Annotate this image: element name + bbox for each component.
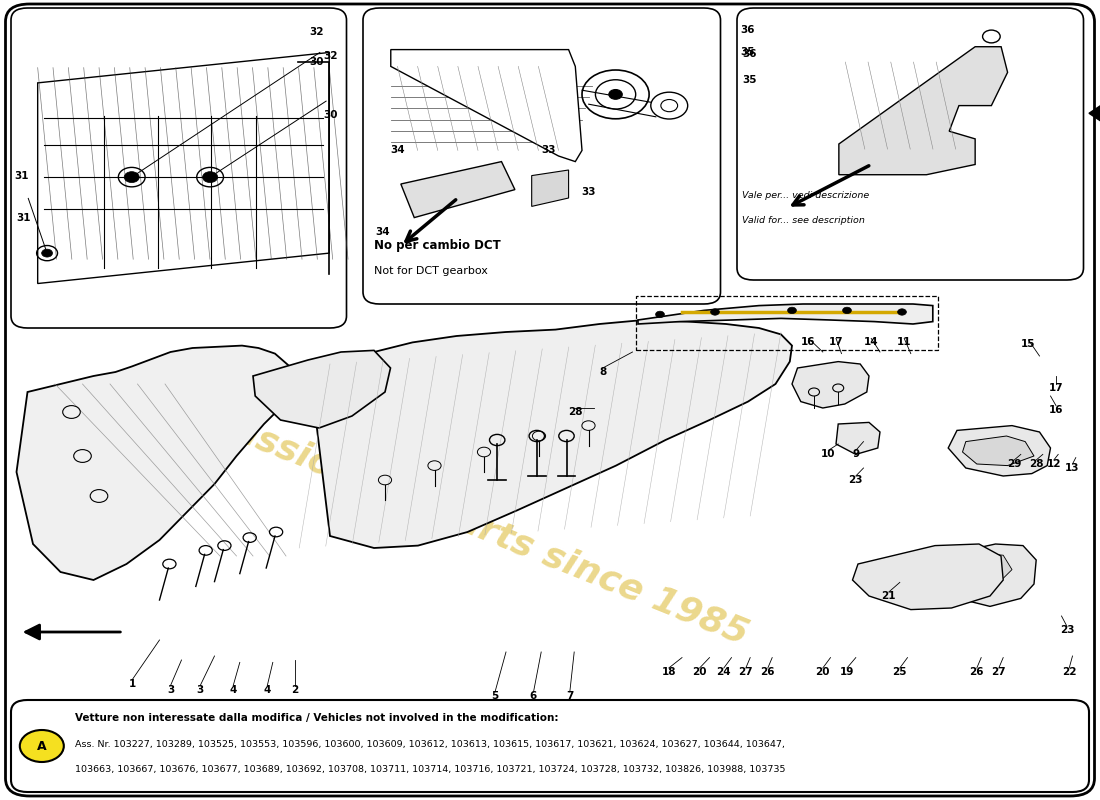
- Polygon shape: [948, 426, 1050, 476]
- Bar: [636, 296, 938, 350]
- Text: 34: 34: [375, 227, 390, 237]
- Polygon shape: [839, 46, 1008, 174]
- Text: a passion for parts since 1985: a passion for parts since 1985: [170, 389, 754, 651]
- Text: 3: 3: [197, 685, 204, 694]
- Polygon shape: [940, 554, 1012, 596]
- Text: 6: 6: [530, 691, 537, 701]
- Text: 34: 34: [390, 146, 406, 155]
- Text: 36: 36: [740, 26, 756, 35]
- Text: 18: 18: [661, 667, 676, 677]
- Text: Vale per... vedi descrizione: Vale per... vedi descrizione: [742, 190, 870, 200]
- Text: 36: 36: [742, 50, 757, 59]
- Polygon shape: [400, 162, 515, 218]
- Text: 32: 32: [323, 51, 338, 62]
- Text: 21: 21: [881, 591, 896, 601]
- Text: 33: 33: [541, 146, 557, 155]
- Polygon shape: [531, 170, 569, 206]
- Polygon shape: [390, 50, 582, 162]
- Text: 16: 16: [801, 338, 816, 347]
- Text: 4: 4: [264, 685, 271, 694]
- Text: 32: 32: [309, 27, 324, 37]
- FancyBboxPatch shape: [363, 8, 720, 304]
- Text: 11: 11: [896, 338, 912, 347]
- Polygon shape: [638, 304, 933, 324]
- Text: 35: 35: [740, 47, 756, 57]
- Polygon shape: [37, 53, 329, 283]
- Text: 27: 27: [738, 667, 754, 677]
- Polygon shape: [792, 362, 869, 408]
- Text: Ass. Nr. 103227, 103289, 103525, 103553, 103596, 103600, 103609, 103612, 103613,: Ass. Nr. 103227, 103289, 103525, 103553,…: [75, 740, 784, 749]
- Text: 1: 1: [129, 679, 135, 689]
- Text: 3: 3: [167, 685, 174, 694]
- Text: Not for DCT gearbox: Not for DCT gearbox: [374, 266, 488, 276]
- Text: 16: 16: [1048, 405, 1064, 414]
- Text: 5: 5: [492, 691, 498, 701]
- Circle shape: [42, 249, 53, 257]
- Text: 23: 23: [1059, 626, 1075, 635]
- Text: Valid for... see description: Valid for... see description: [742, 216, 866, 226]
- Polygon shape: [1089, 88, 1100, 139]
- Text: 8: 8: [600, 367, 606, 377]
- Polygon shape: [253, 350, 390, 428]
- Text: 33: 33: [581, 187, 596, 197]
- Text: 35: 35: [742, 75, 757, 85]
- Text: 7: 7: [566, 691, 573, 701]
- Circle shape: [608, 90, 623, 99]
- Text: 4: 4: [230, 685, 236, 694]
- Text: 19: 19: [839, 667, 855, 677]
- Text: 10: 10: [821, 450, 836, 459]
- Text: 15: 15: [1021, 339, 1036, 349]
- Text: 14: 14: [864, 338, 879, 347]
- Text: 22: 22: [1062, 667, 1077, 677]
- Circle shape: [202, 172, 218, 182]
- Text: 27: 27: [991, 667, 1006, 677]
- Text: 13: 13: [1065, 463, 1080, 473]
- Circle shape: [20, 730, 64, 762]
- Text: 28: 28: [1028, 459, 1044, 469]
- Text: 31: 31: [16, 213, 31, 222]
- Text: 26: 26: [760, 667, 775, 677]
- Text: 30: 30: [323, 110, 338, 120]
- Text: 25: 25: [892, 667, 907, 677]
- Circle shape: [711, 309, 719, 315]
- Text: Vetture non interessate dalla modifica / Vehicles not involved in the modificati: Vetture non interessate dalla modifica /…: [75, 714, 559, 723]
- Text: 23: 23: [848, 475, 864, 485]
- FancyBboxPatch shape: [6, 4, 1094, 796]
- Text: 20: 20: [692, 667, 707, 677]
- Text: 31: 31: [14, 171, 30, 181]
- Text: 29: 29: [1006, 459, 1022, 469]
- FancyBboxPatch shape: [737, 8, 1084, 280]
- Circle shape: [843, 307, 851, 314]
- Text: No per cambio DCT: No per cambio DCT: [374, 239, 500, 252]
- Text: 17: 17: [828, 338, 844, 347]
- Polygon shape: [836, 422, 880, 454]
- FancyBboxPatch shape: [11, 700, 1089, 792]
- Text: 17: 17: [1048, 383, 1064, 393]
- Polygon shape: [930, 544, 1036, 606]
- FancyBboxPatch shape: [11, 8, 346, 328]
- Text: 28: 28: [568, 407, 583, 417]
- Circle shape: [898, 309, 906, 315]
- Text: 30: 30: [309, 58, 324, 67]
- Circle shape: [788, 307, 796, 314]
- Polygon shape: [962, 436, 1034, 466]
- Text: 26: 26: [969, 667, 984, 677]
- Text: 9: 9: [852, 450, 859, 459]
- Circle shape: [124, 172, 140, 182]
- Polygon shape: [852, 544, 1003, 610]
- Text: 12: 12: [1046, 459, 1062, 469]
- Text: 103663, 103667, 103676, 103677, 103689, 103692, 103708, 103711, 103714, 103716, : 103663, 103667, 103676, 103677, 103689, …: [75, 766, 785, 774]
- Text: A: A: [37, 739, 46, 753]
- Text: 20: 20: [815, 667, 830, 677]
- Polygon shape: [314, 320, 792, 548]
- Text: 2: 2: [292, 685, 298, 694]
- Circle shape: [656, 311, 664, 318]
- Polygon shape: [16, 346, 295, 580]
- Text: 24: 24: [716, 667, 732, 677]
